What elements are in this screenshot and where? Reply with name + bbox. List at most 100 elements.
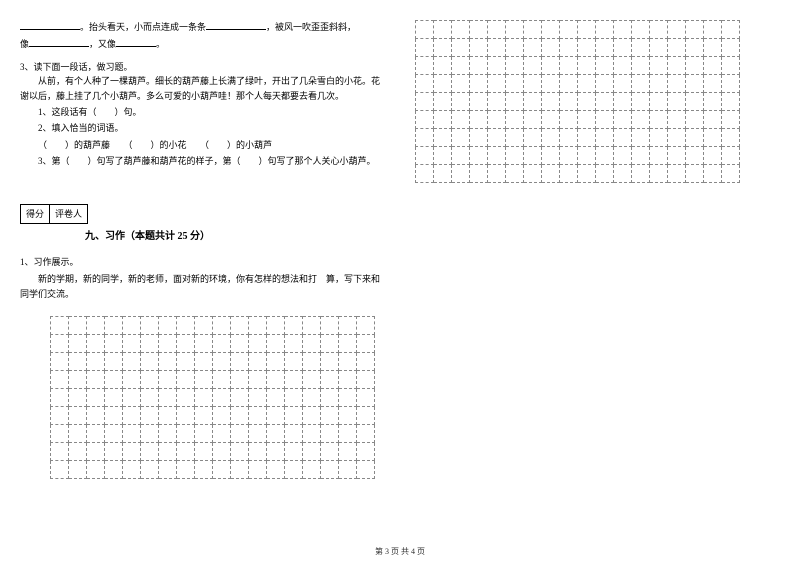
- grid-cell: [416, 147, 434, 165]
- grid-cell: [560, 111, 578, 129]
- grid-cell: [434, 93, 452, 111]
- grid-cell: [51, 335, 69, 353]
- q3-passage: 从前，有个人种了一棵葫芦。细长的葫芦藤上长满了绿叶，开出了几朵雪白的小花。花谢以…: [20, 74, 385, 103]
- grid-cell: [452, 75, 470, 93]
- grid-cell: [506, 165, 524, 183]
- grid-cell: [213, 407, 231, 425]
- grid-cell: [578, 39, 596, 57]
- grid-cell: [452, 93, 470, 111]
- grid-cell: [524, 39, 542, 57]
- grid-cell: [578, 111, 596, 129]
- grid-cell: [213, 443, 231, 461]
- grid-cell: [141, 317, 159, 335]
- grid-cell: [632, 57, 650, 75]
- grid-cell: [123, 389, 141, 407]
- grid-cell: [141, 389, 159, 407]
- grid-cell: [267, 407, 285, 425]
- grid-cell: [339, 353, 357, 371]
- grid-cell: [704, 39, 722, 57]
- grid-cell: [51, 443, 69, 461]
- grid-cell: [524, 57, 542, 75]
- grid-cell: [524, 75, 542, 93]
- grid-cell: [339, 371, 357, 389]
- writing-q1: 1、习作展示。: [20, 255, 385, 269]
- grid-cell: [87, 353, 105, 371]
- grid-cell: [506, 111, 524, 129]
- grid-cell: [488, 129, 506, 147]
- grid-cell: [488, 39, 506, 57]
- grid-cell: [416, 39, 434, 57]
- grid-cell: [596, 21, 614, 39]
- grid-cell: [249, 317, 267, 335]
- grid-cell: [668, 57, 686, 75]
- blank-1: [20, 20, 80, 30]
- grid-cell: [416, 93, 434, 111]
- grid-cell: [650, 39, 668, 57]
- grid-cell: [560, 129, 578, 147]
- grid-cell: [249, 353, 267, 371]
- grid-cell: [470, 93, 488, 111]
- grid-cell: [632, 39, 650, 57]
- grid-cell: [357, 407, 375, 425]
- right-column: [400, 0, 800, 565]
- grid-cell: [105, 443, 123, 461]
- grid-cell: [303, 389, 321, 407]
- grid-cell: [722, 75, 740, 93]
- grid-cell: [596, 57, 614, 75]
- grid-cell: [357, 461, 375, 479]
- grid-cell: [195, 317, 213, 335]
- grid-cell: [123, 461, 141, 479]
- grid-cell: [285, 317, 303, 335]
- grid-cell: [722, 93, 740, 111]
- grid-cell: [159, 353, 177, 371]
- grid-cell: [51, 317, 69, 335]
- grid-cell: [357, 353, 375, 371]
- grid-cell: [614, 93, 632, 111]
- grid-cell: [231, 317, 249, 335]
- grid-cell: [704, 111, 722, 129]
- grid-cell: [69, 407, 87, 425]
- grid-cell: [488, 147, 506, 165]
- grid-cell: [357, 335, 375, 353]
- grid-cell: [506, 39, 524, 57]
- grid-cell: [249, 407, 267, 425]
- grid-cell: [560, 147, 578, 165]
- grid-cell: [285, 443, 303, 461]
- grid-cell: [632, 21, 650, 39]
- grid-cell: [105, 425, 123, 443]
- grid-cell: [159, 335, 177, 353]
- grid-cell: [159, 317, 177, 335]
- grid-cell: [704, 57, 722, 75]
- left-column: 。抬头看天，小而点连成一条条，被风一吹歪歪斜斜， 像，又像。 3、读下面一段话，…: [0, 0, 400, 565]
- grid-cell: [416, 165, 434, 183]
- grid-cell: [560, 21, 578, 39]
- grid-cell: [51, 389, 69, 407]
- grid-cell: [542, 21, 560, 39]
- grid-cell: [321, 389, 339, 407]
- grid-cell: [578, 57, 596, 75]
- grid-cell: [524, 129, 542, 147]
- grid-cell: [231, 389, 249, 407]
- grid-cell: [123, 317, 141, 335]
- grid-cell: [105, 317, 123, 335]
- grid-cell: [285, 335, 303, 353]
- grid-cell: [650, 57, 668, 75]
- grid-cell: [542, 129, 560, 147]
- grid-cell: [488, 75, 506, 93]
- grid-cell: [105, 371, 123, 389]
- grid-cell: [303, 371, 321, 389]
- grid-cell: [213, 317, 231, 335]
- grid-cell: [722, 57, 740, 75]
- blank-4: [116, 37, 156, 47]
- grid-cell: [452, 147, 470, 165]
- grid-cell: [249, 443, 267, 461]
- grid-cell: [249, 389, 267, 407]
- grid-cell: [614, 39, 632, 57]
- grid-cell: [321, 353, 339, 371]
- grid-cell: [668, 39, 686, 57]
- grid-cell: [560, 93, 578, 111]
- grid-cell: [632, 111, 650, 129]
- grid-cell: [578, 93, 596, 111]
- grid-cell: [231, 443, 249, 461]
- grid-cell: [213, 389, 231, 407]
